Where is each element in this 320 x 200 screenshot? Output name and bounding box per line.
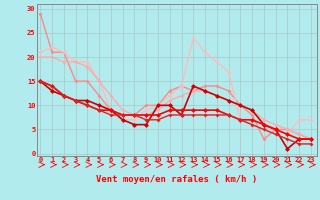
X-axis label: Vent moyen/en rafales ( km/h ): Vent moyen/en rafales ( km/h )	[96, 174, 257, 184]
